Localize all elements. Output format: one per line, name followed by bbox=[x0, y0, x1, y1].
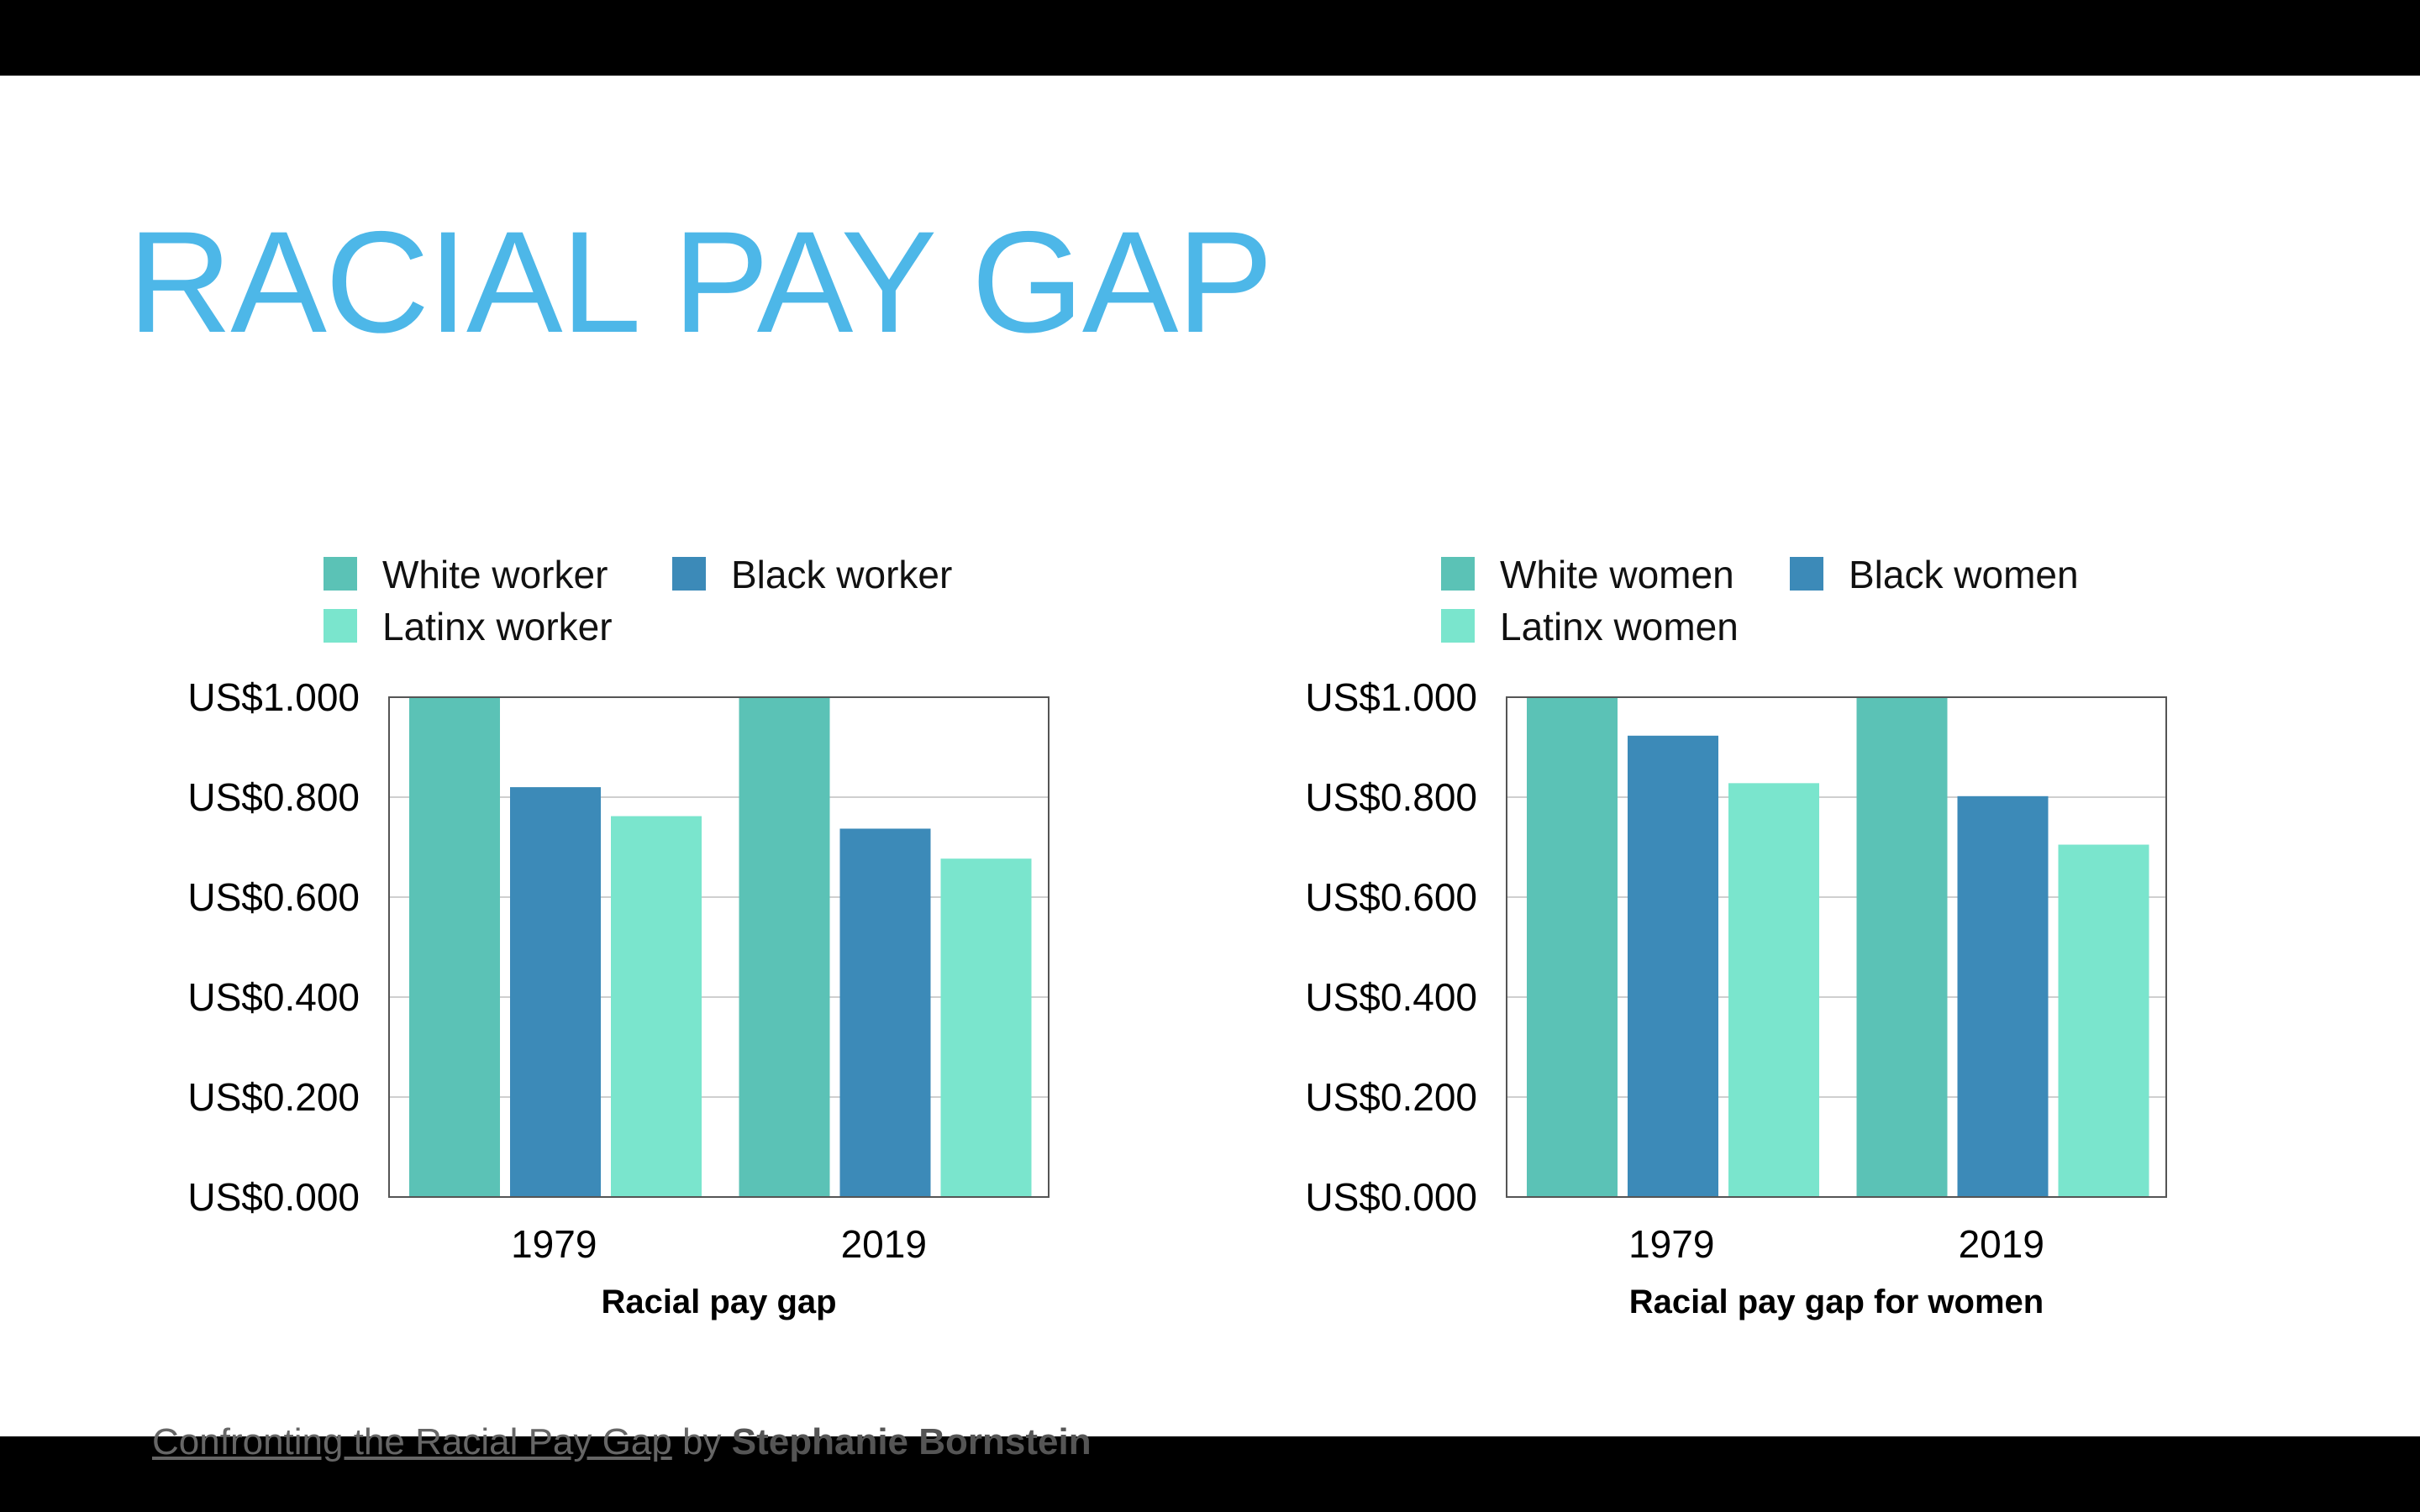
legend-label-white-women: White women bbox=[1500, 553, 1734, 596]
bar-latinx-worker-2019 bbox=[940, 858, 1032, 1197]
legend-swatch-latinx-worker bbox=[324, 609, 357, 643]
x-tick-label: 1979 bbox=[1628, 1222, 1714, 1266]
bar-white-worker-1979 bbox=[409, 697, 500, 1197]
y-tick-label: US$0.000 bbox=[187, 1175, 360, 1219]
chart-racial-pay-gap: White worker Black worker Latinx worker US$… bbox=[151, 470, 1269, 1352]
source-link[interactable]: Confronting the Racial Pay Gap bbox=[152, 1421, 672, 1462]
legend-swatch-black-worker bbox=[672, 557, 706, 591]
y-tick-label: US$1.000 bbox=[1305, 675, 1477, 719]
legend-swatch-white-women bbox=[1441, 557, 1475, 591]
bar-white-worker-2019 bbox=[739, 697, 830, 1197]
legend-swatch-black-women bbox=[1790, 557, 1823, 591]
source-author: Stephanie Bornstein bbox=[731, 1421, 1092, 1462]
x-tick-label: 2019 bbox=[1959, 1222, 2044, 1266]
x-tick-label: 2019 bbox=[841, 1222, 927, 1266]
bar-black-worker-2019 bbox=[839, 828, 931, 1197]
bar-black-women-2019 bbox=[1957, 795, 2049, 1197]
bar-latinx-women-2019 bbox=[2058, 844, 2149, 1197]
bar-latinx-women-1979 bbox=[1728, 783, 1819, 1197]
bar-black-worker-1979 bbox=[510, 787, 601, 1197]
legend-label-latinx-worker: Latinx worker bbox=[382, 605, 613, 648]
slide: RACIAL PAY GAP White worker Black worker L… bbox=[0, 76, 2420, 1462]
y-tick-label: US$0.200 bbox=[187, 1075, 360, 1119]
x-axis-title: Racial pay gap bbox=[601, 1284, 836, 1320]
x-axis-title: Racial pay gap for women bbox=[1629, 1284, 2044, 1320]
legend-swatch-white-worker bbox=[324, 557, 357, 591]
legend-label-latinx-women: Latinx women bbox=[1500, 605, 1739, 648]
y-tick-label: US$1.000 bbox=[187, 675, 360, 719]
bar-black-women-1979 bbox=[1628, 735, 1718, 1197]
slide-title: RACIAL PAY GAP bbox=[128, 202, 1273, 363]
bar-white-women-2019 bbox=[1856, 697, 1948, 1197]
chart-racial-pay-gap-women: White women Black women Latinx women US$0.0… bbox=[1269, 470, 2386, 1352]
legend-label-black-worker: Black worker bbox=[731, 553, 952, 596]
y-tick-label: US$0.400 bbox=[187, 975, 360, 1019]
plot-frame bbox=[388, 696, 1050, 1198]
legend-swatch-latinx-women bbox=[1441, 609, 1475, 643]
legend-label-black-women: Black women bbox=[1849, 553, 2079, 596]
y-tick-label: US$0.600 bbox=[1305, 875, 1477, 919]
source-by: by bbox=[682, 1421, 722, 1462]
y-tick-label: US$0.800 bbox=[187, 775, 360, 819]
bar-latinx-worker-1979 bbox=[611, 816, 702, 1197]
y-tick-label: US$0.000 bbox=[1305, 1175, 1477, 1219]
y-tick-label: US$0.600 bbox=[187, 875, 360, 919]
y-tick-label: US$0.200 bbox=[1305, 1075, 1477, 1119]
bar-white-women-1979 bbox=[1527, 697, 1618, 1197]
y-tick-label: US$0.400 bbox=[1305, 975, 1477, 1019]
legend-label-white-worker: White worker bbox=[382, 553, 608, 596]
source-credit: Confronting the Racial Pay Gap by Stepha… bbox=[152, 1421, 1092, 1463]
chart-svg: White women Black women Latinx women US$0.0… bbox=[1305, 553, 2167, 1320]
plot-frame bbox=[1506, 696, 2167, 1198]
x-tick-label: 1979 bbox=[511, 1222, 597, 1266]
y-tick-label: US$0.800 bbox=[1305, 775, 1477, 819]
chart-svg: White worker Black worker Latinx worker US$… bbox=[187, 553, 1050, 1320]
